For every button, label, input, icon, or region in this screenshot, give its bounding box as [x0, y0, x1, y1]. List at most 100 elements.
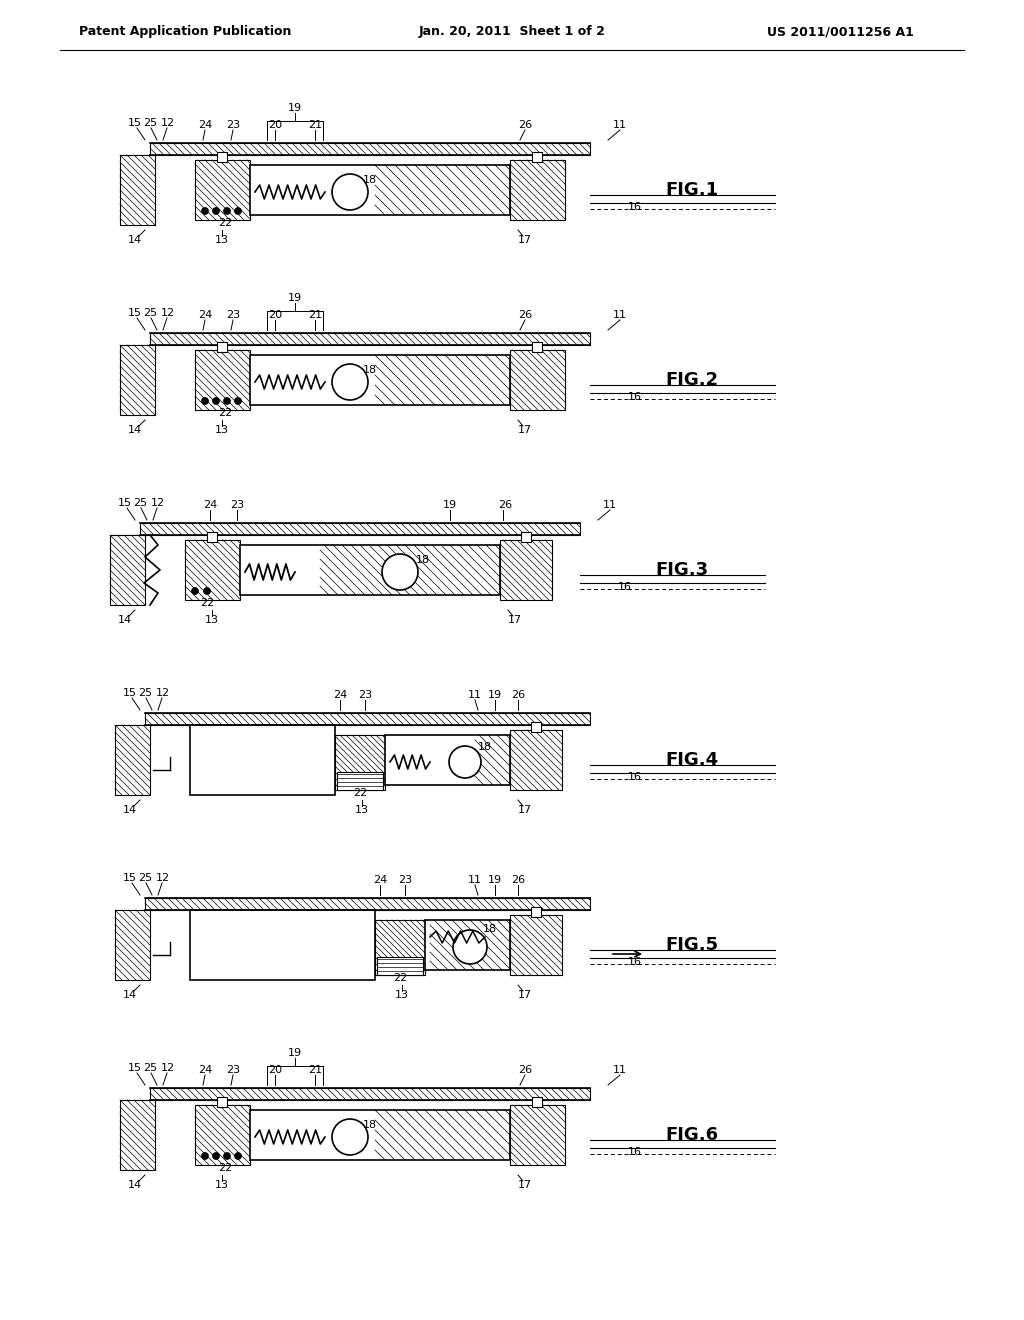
Text: 14: 14: [128, 235, 142, 246]
Text: 23: 23: [226, 310, 240, 319]
Circle shape: [332, 364, 368, 400]
Text: 23: 23: [230, 500, 244, 510]
Bar: [510, 160, 565, 220]
Text: 24: 24: [333, 690, 347, 700]
Text: 18: 18: [483, 924, 497, 935]
Text: 12: 12: [156, 688, 170, 698]
Text: 25: 25: [143, 1063, 157, 1073]
Text: 16: 16: [628, 202, 642, 213]
Bar: [532, 152, 542, 162]
Text: 22: 22: [218, 408, 232, 418]
Bar: [145, 898, 590, 909]
Text: 17: 17: [518, 990, 532, 1001]
Text: 26: 26: [498, 500, 512, 510]
Bar: [217, 152, 227, 162]
Circle shape: [234, 207, 242, 214]
Text: 12: 12: [151, 498, 165, 508]
Bar: [250, 165, 510, 215]
Text: 24: 24: [198, 1065, 212, 1074]
Text: 23: 23: [226, 1065, 240, 1074]
Text: 14: 14: [128, 425, 142, 436]
Text: 22: 22: [200, 598, 214, 609]
Text: 23: 23: [358, 690, 372, 700]
Text: 19: 19: [288, 293, 302, 304]
Bar: [120, 345, 155, 414]
Bar: [217, 1097, 227, 1107]
Text: 19: 19: [288, 1048, 302, 1059]
Text: 12: 12: [161, 308, 175, 318]
Text: 18: 18: [416, 554, 430, 565]
Bar: [240, 545, 500, 595]
Text: 19: 19: [488, 875, 502, 884]
Circle shape: [202, 397, 209, 404]
Text: 15: 15: [128, 1063, 142, 1073]
Circle shape: [223, 397, 230, 404]
Text: 15: 15: [128, 308, 142, 318]
Bar: [510, 730, 562, 789]
Circle shape: [202, 1152, 209, 1159]
Bar: [521, 532, 531, 543]
Text: 22: 22: [393, 973, 408, 983]
Text: 20: 20: [268, 120, 282, 129]
Text: 25: 25: [138, 873, 152, 883]
Circle shape: [332, 174, 368, 210]
Text: 14: 14: [128, 1180, 142, 1191]
Circle shape: [213, 1152, 219, 1159]
Text: 18: 18: [362, 176, 377, 185]
Bar: [337, 772, 383, 789]
Bar: [510, 1105, 565, 1166]
Bar: [190, 909, 375, 979]
Bar: [335, 735, 385, 789]
Circle shape: [234, 1152, 242, 1159]
Circle shape: [453, 931, 487, 964]
Bar: [115, 725, 150, 795]
Text: 11: 11: [468, 875, 482, 884]
Text: 11: 11: [613, 1065, 627, 1074]
Bar: [375, 1110, 510, 1160]
Bar: [531, 722, 541, 733]
Text: 13: 13: [355, 805, 369, 814]
Circle shape: [202, 207, 209, 214]
Circle shape: [213, 207, 219, 214]
Text: 14: 14: [123, 990, 137, 1001]
Text: 15: 15: [123, 688, 137, 698]
Circle shape: [204, 587, 211, 594]
Text: 16: 16: [628, 772, 642, 781]
Text: 21: 21: [308, 1065, 323, 1074]
Bar: [377, 957, 423, 975]
Text: 21: 21: [308, 120, 323, 129]
Text: 24: 24: [203, 500, 217, 510]
Bar: [375, 920, 425, 975]
Circle shape: [213, 397, 219, 404]
Bar: [140, 523, 580, 535]
Text: FIG.4: FIG.4: [665, 751, 718, 770]
Bar: [115, 909, 150, 979]
Text: 12: 12: [161, 1063, 175, 1073]
Text: 16: 16: [618, 582, 632, 591]
Bar: [375, 355, 510, 405]
Text: 21: 21: [308, 310, 323, 319]
Bar: [110, 535, 145, 605]
Text: 11: 11: [613, 120, 627, 129]
Text: 24: 24: [198, 120, 212, 129]
Bar: [150, 1088, 590, 1100]
Text: 18: 18: [362, 366, 377, 375]
Text: 17: 17: [518, 805, 532, 814]
Text: 16: 16: [628, 1147, 642, 1158]
Text: 17: 17: [508, 615, 522, 624]
Bar: [532, 342, 542, 352]
Text: 11: 11: [468, 690, 482, 700]
Text: 20: 20: [268, 310, 282, 319]
Circle shape: [191, 587, 199, 594]
Text: 17: 17: [518, 425, 532, 436]
Text: 25: 25: [143, 308, 157, 318]
Text: 19: 19: [288, 103, 302, 114]
Text: 15: 15: [128, 117, 142, 128]
Bar: [185, 540, 240, 601]
Text: Patent Application Publication: Patent Application Publication: [79, 25, 291, 38]
Text: 11: 11: [603, 500, 617, 510]
Circle shape: [449, 746, 481, 777]
Bar: [510, 350, 565, 411]
Text: 22: 22: [353, 788, 368, 799]
Bar: [217, 342, 227, 352]
